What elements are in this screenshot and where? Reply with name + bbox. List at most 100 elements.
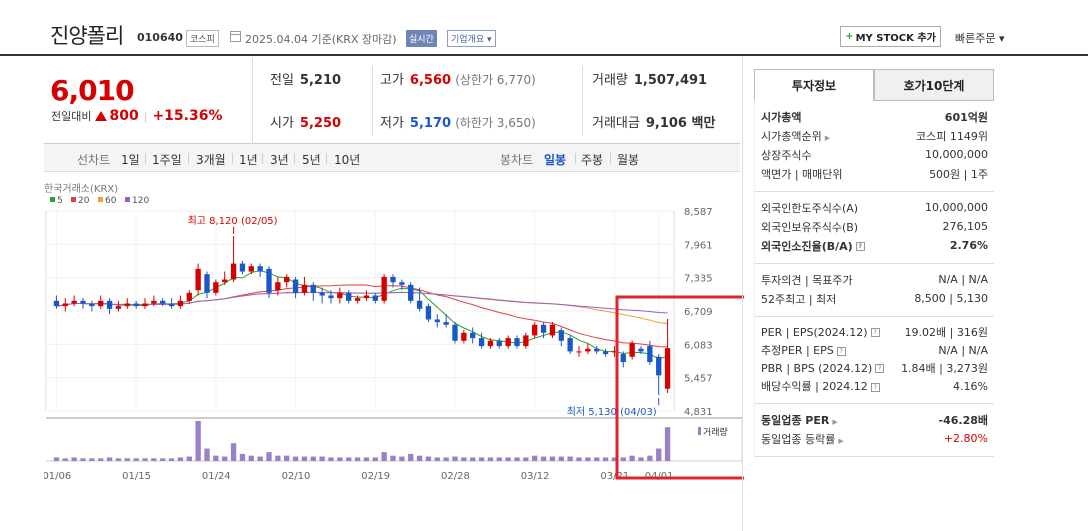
period-daily[interactable]: 일봉 <box>544 153 567 167</box>
volume-bar <box>611 457 618 461</box>
candle-body <box>115 306 122 309</box>
volume-bar <box>532 455 538 461</box>
line-chart-label: 선차트 <box>77 153 111 167</box>
y-tick-label: 7,335 <box>684 274 713 285</box>
market-cap-group: 시가총액 601억원 시가총액순위 ▶ 코스피 1149위 상장주식수 10,000,0… <box>755 101 994 192</box>
x-tick-label: 03/12 <box>521 471 550 482</box>
volume-bar <box>390 455 396 461</box>
legend-label: 20 <box>78 196 90 206</box>
candle-body <box>664 348 671 389</box>
volume-bar <box>443 457 449 461</box>
change-rate: +15.36% <box>152 108 223 124</box>
dividend-label: 배당수익률 | 2024.12 <box>761 380 868 393</box>
candlestick-chart[interactable]: 한국거래소(KRX) 5 20 60 120 8,587 7,961 7,335 6,709 6,… <box>42 178 762 488</box>
candle-body <box>611 351 618 353</box>
panel-divider <box>742 56 743 531</box>
volume-bar <box>585 457 591 461</box>
volume-bar <box>514 457 520 461</box>
volume-bar <box>487 457 494 461</box>
candle-body <box>177 300 184 307</box>
volume-bar <box>292 456 299 461</box>
volume-bar <box>478 457 485 461</box>
period-1d[interactable]: 1일 <box>121 153 140 167</box>
volume-bar <box>62 458 68 461</box>
tab-orderbook[interactable]: 호가10단계 <box>874 69 994 101</box>
opinion-label: 투자의견 | 목표주가 <box>761 273 853 287</box>
industry-per-label[interactable]: 동일업종 PER <box>761 413 830 427</box>
tab-invest-info[interactable]: 투자정보 <box>754 69 874 101</box>
volume-bar <box>80 458 86 461</box>
est-per-value: N/A | N/A <box>938 343 988 357</box>
volume-bar <box>416 455 423 461</box>
volume-bar <box>177 457 184 461</box>
candle-body <box>292 279 299 293</box>
realtime-button[interactable]: 실시간 <box>406 30 437 47</box>
caret-right-icon: ▶ <box>838 436 844 445</box>
week52-value: 8,500 | 5,130 <box>914 292 988 305</box>
help-icon[interactable]: ? <box>875 364 885 373</box>
period-10y[interactable]: 10년 <box>334 153 361 167</box>
candle-body <box>80 300 86 304</box>
volume-bar <box>523 457 529 461</box>
x-tick-label: 01/15 <box>122 471 151 482</box>
help-icon[interactable]: ? <box>836 346 846 356</box>
legend-swatch <box>71 197 76 202</box>
period-monthly[interactable]: 월봉 <box>617 153 640 167</box>
period-3y[interactable]: 3년 <box>270 153 289 167</box>
chart-period-bar: 선차트 1일 1주일 3개월 1년 3년 5년 10년 봉차트 일봉 주봉 월봉 <box>44 144 740 172</box>
candle-body <box>133 303 139 307</box>
divider <box>575 153 576 164</box>
legend-swatch <box>50 197 55 202</box>
volume-bar <box>461 457 467 461</box>
candle-body <box>195 268 201 291</box>
volume-bar <box>558 456 564 461</box>
est-per-label: 추정PER | EPS <box>761 344 834 357</box>
x-tick-label: 03/21 <box>600 471 629 482</box>
candle-body <box>390 276 396 283</box>
volume-bar <box>204 448 210 461</box>
volume-bar <box>372 457 378 461</box>
mystock-add-button[interactable]: + MY STOCK 추가 <box>840 26 941 47</box>
volume-bar <box>540 456 547 461</box>
volume-bar <box>647 455 653 461</box>
y-tick-label: 7,961 <box>684 240 713 251</box>
period-weekly[interactable]: 주봉 <box>581 153 604 167</box>
volume-bar <box>160 458 166 461</box>
help-icon[interactable]: ? <box>870 382 880 392</box>
candle-body <box>594 348 600 352</box>
pbr-label: PBR | BPS (2024.12) <box>761 361 873 375</box>
high-price: 고가 6,560 (상한가 6,770) <box>380 73 536 88</box>
volume-bar <box>496 457 502 461</box>
volume-bar <box>310 456 316 461</box>
volume-bar <box>222 456 228 461</box>
volume-bar <box>319 456 325 461</box>
candle-chart-label: 봉차트 <box>500 153 534 167</box>
period-3m[interactable]: 3개월 <box>196 153 226 167</box>
industry-rate-label[interactable]: 동일업종 등락률 <box>761 432 836 446</box>
volume-bar <box>213 455 219 461</box>
candle-body <box>239 263 246 272</box>
price-summary: 6,010 전일대비 800 | +15.36% 전일 5,210 고가 6,560… <box>44 58 740 144</box>
company-overview-dropdown[interactable]: 기업개요 ▾ <box>447 30 496 47</box>
candle-body <box>620 354 626 363</box>
volume-bar <box>434 457 440 461</box>
volume-bar <box>106 457 113 461</box>
cap-rank-label[interactable]: 시가총액순위 <box>761 129 822 143</box>
legend-swatch <box>125 197 130 202</box>
x-tick-label: 01/06 <box>44 471 71 482</box>
period-5y[interactable]: 5년 <box>302 153 321 167</box>
period-1w[interactable]: 1주일 <box>152 153 182 167</box>
period-1y[interactable]: 1년 <box>239 153 258 167</box>
candle-body <box>98 300 104 307</box>
volume-bar <box>124 458 130 461</box>
candle-body <box>567 338 573 352</box>
legend-swatch <box>98 197 103 202</box>
volume-label: 거래량 <box>703 426 728 438</box>
candle-body <box>346 292 352 301</box>
volume-bar <box>567 456 573 461</box>
help-icon[interactable]: ? <box>855 242 865 251</box>
volume-bar <box>248 455 254 461</box>
quick-order-dropdown[interactable]: 빠른주문 ▾ <box>955 32 1005 45</box>
volume-bar <box>98 458 104 461</box>
help-icon[interactable]: ? <box>870 328 880 337</box>
